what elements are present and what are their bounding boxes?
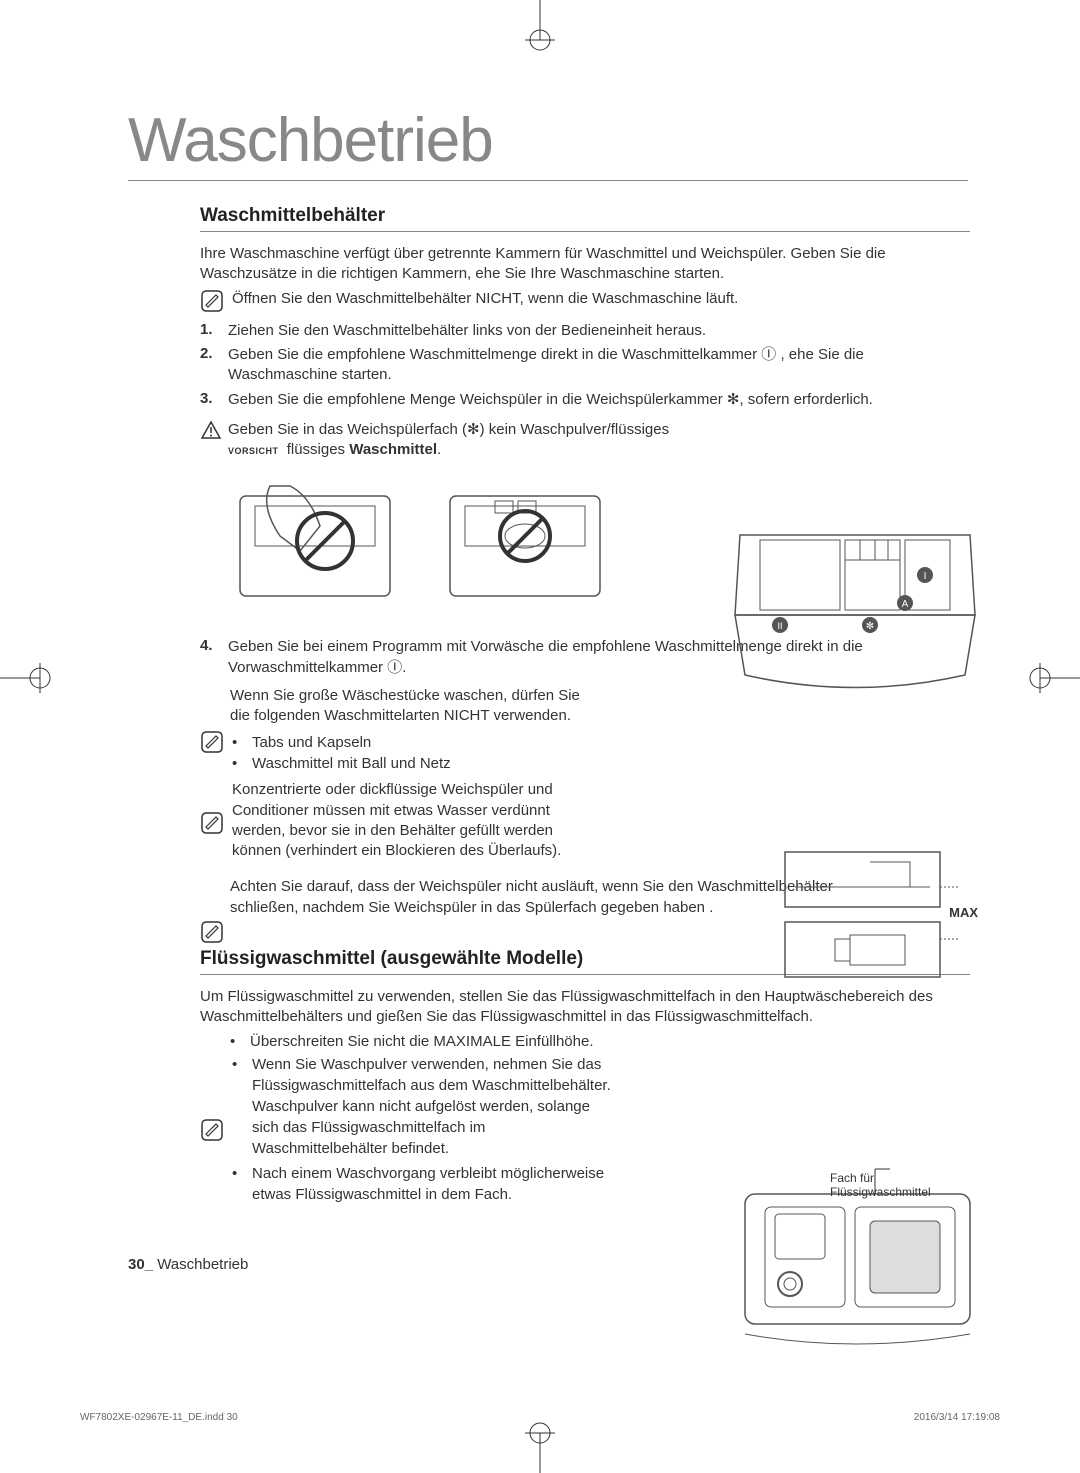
- bullet-residual: •Nach einem Waschvorgang verbleibt mögli…: [232, 1163, 612, 1205]
- liquid-bullets: •Überschreiten Sie nicht die MAXIMALE Ei…: [230, 1031, 970, 1052]
- warning-fluessiges: flüssiges: [287, 441, 350, 458]
- note-icon: [200, 1118, 224, 1142]
- footer-section-name: Waschbetrieb: [157, 1256, 248, 1273]
- note-icon: [200, 811, 224, 835]
- warning-body: Geben Sie in das Weichspülerfach (✻) kei…: [228, 420, 669, 461]
- detergent-drawer-heading: Waschmittelbehälter: [200, 205, 970, 232]
- note-concentrate-text: Konzentrierte oder dickflüssige Weichspü…: [232, 780, 592, 861]
- liquid-callout: Fach für Flüssigwaschmittel: [830, 1171, 960, 1200]
- bullet-tabs: •Tabs und Kapseln: [232, 732, 451, 753]
- note-do-not-open: Öffnen Sie den Waschmittelbehälter NICHT…: [200, 289, 970, 313]
- footer-page-number: 30_: [128, 1256, 153, 1273]
- bullet-ball-net: •Waschmittel mit Ball und Netz: [232, 753, 451, 774]
- note-icon: [200, 730, 224, 754]
- page-footer: 30_ Waschbetrieb: [128, 1256, 248, 1273]
- note-icon: [200, 289, 224, 313]
- step-number: 2.: [200, 345, 218, 386]
- page-title: Waschbetrieb: [128, 105, 968, 181]
- step-3: 3. Geben Sie die empfohlene Menge Weichs…: [200, 390, 970, 410]
- warning-text-c: .: [437, 441, 441, 458]
- note-icon: [200, 920, 224, 944]
- crop-mark-left: [0, 648, 60, 708]
- step-text: Geben Sie die empfohlene Waschmittelmeng…: [228, 345, 970, 386]
- step-2: 2. Geben Sie die empfohlene Waschmittelm…: [200, 345, 970, 386]
- svg-text:I: I: [924, 571, 927, 582]
- step-1: 1. Ziehen Sie den Waschmittelbehälter li…: [200, 321, 970, 341]
- bullet-text: Waschmittel mit Ball und Netz: [252, 753, 451, 774]
- crop-mark-right: [1020, 648, 1080, 708]
- max-label: MAX: [949, 905, 978, 920]
- bullet-max: •Überschreiten Sie nicht die MAXIMALE Ei…: [230, 1031, 970, 1052]
- steps-list: 1. Ziehen Sie den Waschmittelbehälter li…: [200, 321, 970, 410]
- imprint-timestamp: 2016/3/14 17:19:08: [914, 1412, 1000, 1423]
- note-big-items-row: •Tabs und Kapseln •Waschmittel mit Ball …: [200, 730, 970, 774]
- step-number: 3.: [200, 390, 218, 410]
- warning-icon: [200, 420, 222, 445]
- svg-text:✻: ✻: [866, 621, 874, 632]
- bullet-powder-remove: •Wenn Sie Waschpulver verwenden, nehmen …: [232, 1054, 612, 1159]
- warning-no-powder: Geben Sie in das Weichspülerfach (✻) kei…: [200, 420, 970, 461]
- diagram-no-liquid-tabs: [230, 476, 400, 621]
- main-content: Waschmittelbehälter Ihre Waschmaschine v…: [200, 205, 970, 1209]
- note-big-items-text: Wenn Sie große Wäschestücke waschen, dür…: [230, 686, 590, 727]
- svg-text:II: II: [777, 621, 782, 631]
- liquid-note-bullets: •Wenn Sie Waschpulver verwenden, nehmen …: [232, 1054, 612, 1205]
- bullet-text: Überschreiten Sie nicht die MAXIMALE Ein…: [250, 1031, 594, 1052]
- big-items-bullets: •Tabs und Kapseln •Waschmittel mit Ball …: [232, 732, 451, 774]
- note-leak-text: Achten Sie darauf, dass der Weichspüler …: [230, 877, 850, 918]
- liquid-callout-b: Flüssigwaschmittel: [830, 1185, 960, 1199]
- step-text: Ziehen Sie den Waschmittelbehälter links…: [228, 321, 970, 341]
- warning-label: VORSICHT: [228, 446, 279, 456]
- warning-text-b: Waschmittel: [349, 441, 437, 458]
- liquid-callout-a: Fach für: [830, 1171, 960, 1185]
- imprint-line: WF7802XE-02967E-11_DE.indd 30 2016/3/14 …: [80, 1412, 1000, 1423]
- liquid-intro: Um Flüssigwaschmittel zu verwenden, stel…: [200, 987, 970, 1028]
- crop-mark-top: [510, 0, 570, 60]
- detergent-drawer-diagram: I A II ✻: [730, 525, 980, 710]
- diagram-no-liquid-softener: [440, 476, 610, 621]
- bullet-text: Nach einem Waschvorgang verbleibt möglic…: [252, 1163, 612, 1205]
- step-number: 1.: [200, 321, 218, 341]
- step-text: Geben Sie die empfohlene Menge Weichspül…: [228, 390, 970, 410]
- detergent-intro: Ihre Waschmaschine verfügt über getrennt…: [200, 244, 970, 285]
- warning-text-a: Geben Sie in das Weichspülerfach (✻) kei…: [228, 421, 669, 438]
- svg-text:A: A: [902, 599, 909, 610]
- imprint-file: WF7802XE-02967E-11_DE.indd 30: [80, 1412, 238, 1423]
- bullet-text: Tabs und Kapseln: [252, 732, 371, 753]
- step-number: 4.: [200, 637, 218, 678]
- note-do-not-open-text: Öffnen Sie den Waschmittelbehälter NICHT…: [232, 289, 738, 309]
- bullet-text: Wenn Sie Waschpulver verwenden, nehmen S…: [252, 1054, 612, 1159]
